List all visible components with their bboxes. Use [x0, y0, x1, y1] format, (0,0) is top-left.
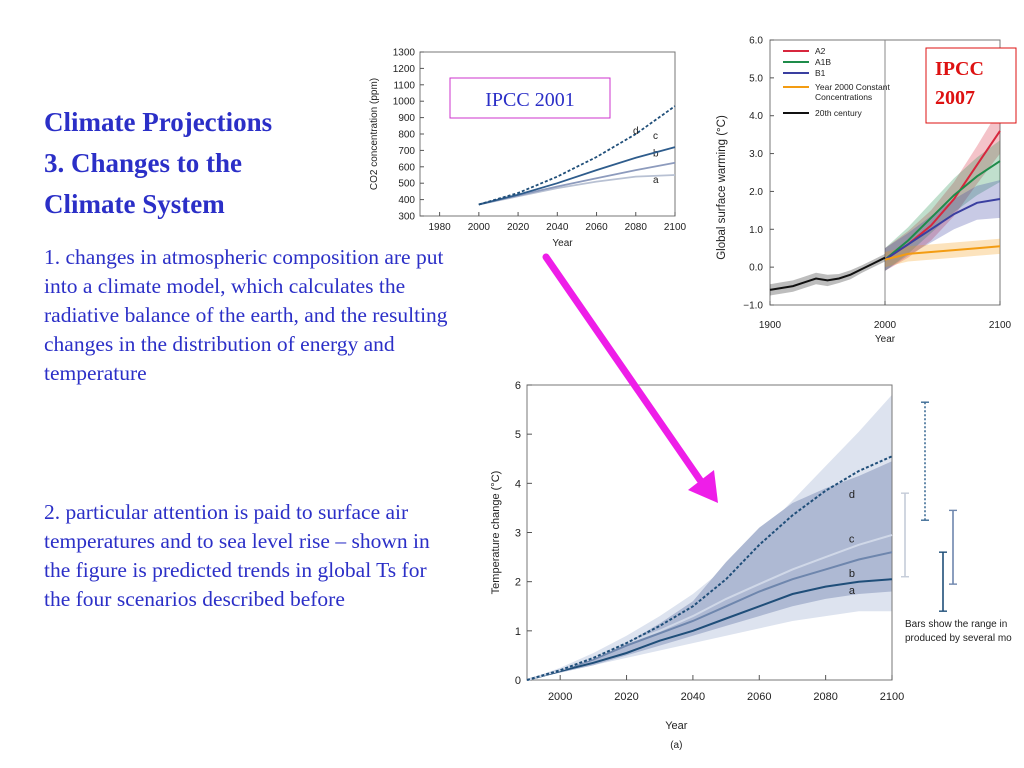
y-tick-label: 2.0 [749, 187, 763, 198]
x-tick-label: 2060 [747, 691, 771, 703]
paragraph-2: 2. particular attention is paid to surfa… [44, 500, 430, 611]
y-tick-label: 3 [515, 528, 521, 540]
series-label: d [849, 489, 855, 501]
title-line: 3. Changes to the [44, 148, 243, 178]
magenta-arrow-head [688, 470, 718, 503]
annotation-text: produced by several mo [905, 633, 1012, 644]
x-axis-label: Year [875, 334, 896, 345]
uncertainty-band [885, 108, 1000, 271]
uncertainty-band [885, 180, 1000, 271]
title-line: Climate Projections [44, 107, 273, 137]
x-tick-label: 2000 [874, 320, 897, 331]
series-line [884, 160, 1001, 261]
y-tick-label: 1300 [393, 48, 416, 59]
y-tick-label: 1200 [393, 64, 416, 75]
y-tick-label: 600 [398, 162, 415, 173]
ipcc-2007-label: 2007 [935, 87, 975, 109]
y-tick-label: 6.0 [749, 36, 763, 47]
x-tick-label: 2060 [585, 222, 608, 233]
outer-range-envelope [527, 394, 892, 680]
uncertainty-band [885, 238, 1000, 268]
ipcc-2007-label: IPCC [935, 58, 984, 80]
x-axis-label: Year [665, 720, 688, 732]
legend-label: 20th century [815, 108, 863, 118]
series-line-c [526, 534, 893, 681]
y-tick-label: 3.0 [749, 149, 763, 160]
x-tick-label: 2040 [681, 691, 705, 703]
series-line-b [526, 551, 893, 681]
series-line [769, 256, 886, 291]
y-tick-label: 1000 [393, 97, 416, 108]
slide-title: Climate Projections 3. Changes to the Cl… [44, 102, 364, 225]
x-tick-label: 2080 [813, 691, 837, 703]
y-tick-label: 4.0 [749, 111, 763, 122]
y-tick-label: 1.0 [749, 225, 763, 236]
y-axis-label: Temperature change (°C) [490, 471, 502, 595]
x-tick-label: 1900 [759, 320, 782, 331]
series-label: c [849, 533, 855, 545]
y-tick-label: 400 [398, 195, 415, 206]
global-warming-chart: −1.0 0.0 1.0 2.0 3.0 4.0 5.0 6.0 1900 2000 2100 Yea… [716, 36, 1017, 345]
series-label: a [653, 175, 659, 186]
x-tick-label: 2100 [664, 222, 687, 233]
y-tick-label: 2 [515, 577, 521, 589]
legend-label: B1 [815, 68, 826, 78]
y-tick-label: 6 [515, 380, 521, 392]
series-line [884, 245, 1001, 261]
x-tick-label: 2000 [548, 691, 572, 703]
y-tick-label: 700 [398, 146, 415, 157]
y-tick-label: 5.0 [749, 73, 763, 84]
legend-label: Concentrations [815, 92, 872, 102]
x-tick-label: 2020 [614, 691, 638, 703]
ipcc-2007-box [925, 47, 1017, 124]
series-label: b [653, 149, 659, 160]
legend-label: A1B [815, 57, 831, 67]
series-line-a [526, 578, 893, 681]
y-axis-label: Global surface warming (°C) [716, 115, 728, 260]
paragraph-1: 1. changes in atmospheric composition ar… [44, 245, 448, 385]
figure-caption: (a) [670, 740, 682, 751]
y-tick-label: −1.0 [743, 301, 763, 312]
ipcc-2001-label: IPCC 2001 [485, 89, 574, 111]
series-line-c [478, 146, 676, 206]
y-tick-label: 900 [398, 113, 415, 124]
annotation-text: Bars show the range in [905, 619, 1007, 630]
legend-label: Year 2000 Constant [815, 82, 890, 92]
y-tick-label: 5 [515, 429, 521, 441]
x-tick-label: 2040 [546, 222, 569, 233]
y-tick-label: 0.0 [749, 263, 763, 274]
y-tick-label: 0 [515, 675, 521, 687]
y-tick-label: 1100 [393, 80, 415, 91]
series-label: a [849, 585, 856, 597]
inner-range-envelope [527, 461, 892, 680]
x-tick-label: 2080 [625, 222, 648, 233]
series-line-d [478, 105, 676, 206]
x-tick-label: 1980 [428, 222, 451, 233]
magenta-arrow-shaft [542, 253, 704, 484]
x-tick-label: 2100 [989, 320, 1012, 331]
ipcc-2001-box [449, 77, 611, 119]
legend-label: A2 [815, 46, 826, 56]
co2-concentration-chart: 300 400 500 600 700 800 900 1000 1100 1200 1300 198… [369, 48, 687, 250]
y-tick-label: 800 [398, 130, 415, 141]
y-axis-label: CO2 concentration (ppm) [369, 78, 380, 190]
x-tick-label: 2020 [507, 222, 530, 233]
y-tick-label: 4 [515, 478, 521, 490]
series-line [884, 198, 1001, 261]
x-tick-label: 2000 [468, 222, 491, 233]
title-line: Climate System [44, 189, 225, 219]
y-tick-label: 500 [398, 179, 415, 190]
series-label: d [633, 126, 639, 137]
temperature-change-chart: 0 1 2 3 4 5 6 2000 2020 2040 2060 2080 2100 Year (a) Te… [490, 380, 1012, 751]
series-label: b [849, 568, 855, 580]
x-tick-label: 2100 [880, 691, 904, 703]
x-axis-label: Year [552, 238, 573, 249]
series-label: c [653, 131, 658, 142]
y-tick-label: 1 [515, 626, 521, 638]
y-tick-label: 300 [398, 212, 415, 223]
